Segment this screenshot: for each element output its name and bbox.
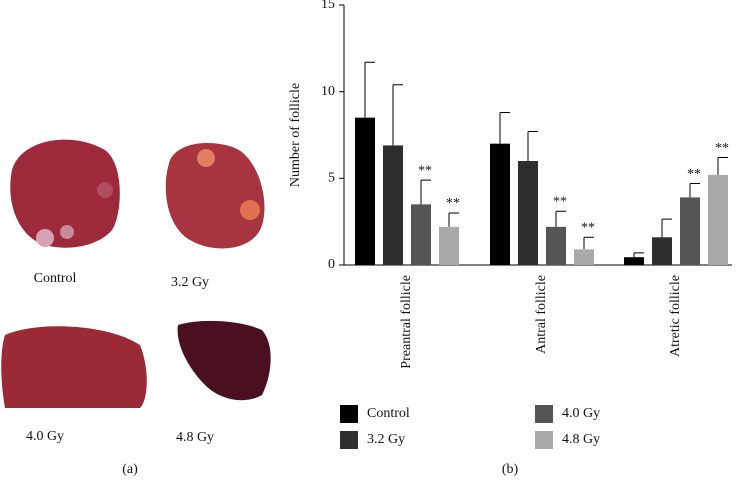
bar <box>708 174 728 265</box>
error-bar <box>420 179 431 205</box>
significance-label: ** <box>553 194 567 209</box>
y-axis-title: Number of follicle <box>288 83 303 187</box>
bar <box>518 161 538 265</box>
legend-label: 4.0 Gy <box>562 406 600 421</box>
bar <box>624 257 644 265</box>
significance-label: ** <box>581 220 595 235</box>
follicle <box>36 229 54 247</box>
significance-label: ** <box>687 167 701 182</box>
y-tick-label: 0 <box>328 257 335 272</box>
error-bar <box>583 236 594 250</box>
error-bar <box>555 210 566 227</box>
histology-images <box>1 139 271 408</box>
bar <box>411 204 431 265</box>
y-tick-label: 15 <box>321 0 335 12</box>
error-bar <box>364 61 375 118</box>
bar <box>355 117 375 266</box>
legend-swatch <box>535 405 553 423</box>
image-label: Control <box>34 271 77 286</box>
error-bar <box>392 84 403 146</box>
bar <box>680 197 700 265</box>
significance-label: ** <box>715 141 729 156</box>
image-label: 3.2 Gy <box>171 275 209 290</box>
error-bar <box>717 157 728 175</box>
bar <box>574 249 594 265</box>
image-label: 4.8 Gy <box>176 430 214 445</box>
panel-caption: (b) <box>502 462 519 477</box>
follicle <box>60 225 74 239</box>
error-bar <box>499 111 510 144</box>
bar <box>439 226 459 265</box>
legend-label: 3.2 Gy <box>367 432 405 447</box>
significance-label: ** <box>418 163 432 178</box>
significance-label: ** <box>446 196 460 211</box>
legend-label: 4.8 Gy <box>562 432 600 447</box>
x-tick-label: Atretic follicle <box>668 275 683 357</box>
panel-caption: (a) <box>122 462 138 477</box>
bar <box>652 237 672 265</box>
x-tick-label: Preantral follicle <box>399 275 414 369</box>
image-label: 4.0 Gy <box>26 429 64 444</box>
legend-label: Control <box>367 406 410 421</box>
error-bar <box>527 131 538 161</box>
bar <box>546 226 566 265</box>
bar <box>490 143 510 265</box>
legend-swatch <box>535 431 553 449</box>
y-tick-label: 10 <box>321 84 335 99</box>
bar <box>383 145 403 265</box>
legend-swatch <box>340 405 358 423</box>
x-tick-label: Antral follicle <box>534 275 549 354</box>
y-tick-label: 5 <box>328 171 335 186</box>
tissue-3-2 <box>165 143 265 249</box>
follicle <box>197 149 215 167</box>
error-bar <box>689 183 700 198</box>
follicle <box>97 182 113 198</box>
error-bar <box>448 212 459 227</box>
legend-swatch <box>340 431 358 449</box>
follicle <box>240 200 260 220</box>
error-bar <box>661 218 672 238</box>
error-bar <box>633 252 644 258</box>
tissue-4-0 <box>1 326 147 408</box>
tissue-4-8 <box>177 320 271 401</box>
tissue-control <box>10 139 120 248</box>
